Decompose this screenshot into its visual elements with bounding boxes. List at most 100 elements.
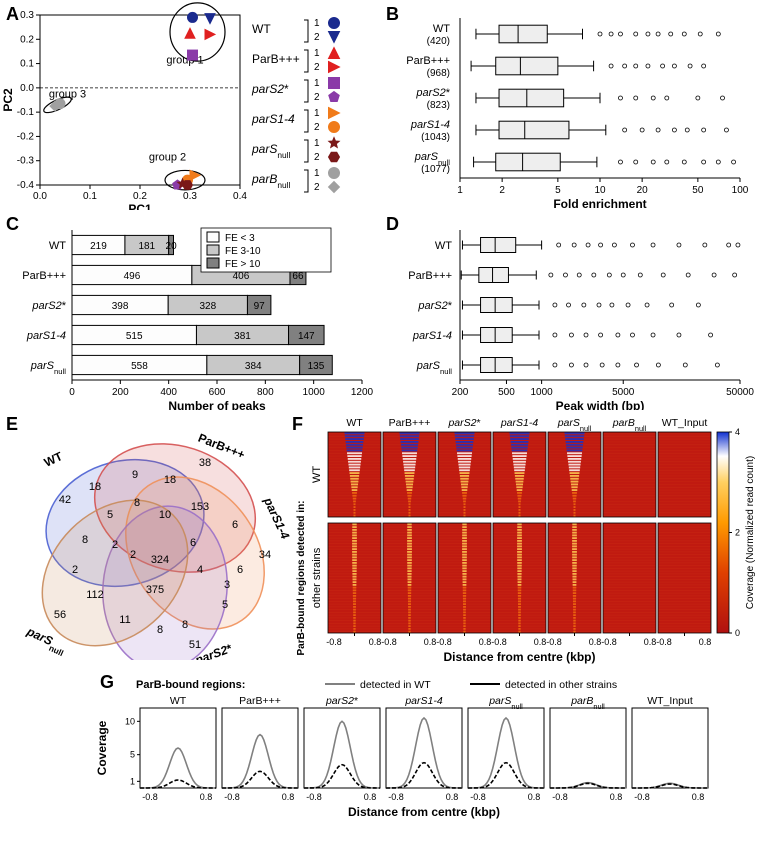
svg-text:parSnull: parSnull <box>557 417 592 433</box>
svg-text:6: 6 <box>232 519 238 531</box>
svg-text:Fold enrichment: Fold enrichment <box>553 197 646 210</box>
svg-text:0.3: 0.3 <box>183 191 197 202</box>
svg-text:38: 38 <box>199 457 211 469</box>
panel-b-label: B <box>386 4 399 24</box>
svg-text:34: 34 <box>259 549 271 561</box>
svg-text:other strains: other strains <box>311 547 323 608</box>
svg-text:parBnull: parBnull <box>251 172 291 190</box>
svg-text:200: 200 <box>112 387 129 398</box>
svg-text:-0.8: -0.8 <box>326 637 342 647</box>
svg-text:384: 384 <box>245 361 262 372</box>
svg-text:WT: WT <box>170 695 187 707</box>
svg-text:2: 2 <box>314 152 320 163</box>
panel-e-label: E <box>6 414 18 434</box>
svg-text:parS2*: parS2* <box>447 417 480 429</box>
panel-e: E 42383451561891815366358811112285810223… <box>0 410 290 660</box>
svg-text:181: 181 <box>138 241 155 252</box>
svg-text:4: 4 <box>197 564 203 576</box>
panel-a: A 0.00.10.20.30.4-0.4-0.3-0.2-0.10.00.10… <box>0 0 380 210</box>
svg-text:4: 4 <box>735 427 740 437</box>
svg-text:5: 5 <box>130 750 135 760</box>
svg-text:WT: WT <box>433 23 450 35</box>
svg-text:WT: WT <box>49 240 66 252</box>
svg-text:328: 328 <box>199 301 216 312</box>
svg-text:ParB-bound regions:: ParB-bound regions: <box>136 679 245 691</box>
svg-text:-0.8: -0.8 <box>546 637 562 647</box>
svg-text:parS1-4: parS1-4 <box>410 119 450 131</box>
svg-text:2: 2 <box>314 92 320 103</box>
svg-text:50000: 50000 <box>726 387 754 398</box>
svg-text:20: 20 <box>166 241 178 252</box>
svg-text:2: 2 <box>314 122 320 133</box>
svg-text:0: 0 <box>69 387 75 398</box>
svg-text:ParB+++: ParB+++ <box>408 270 452 282</box>
svg-text:18: 18 <box>164 474 176 486</box>
svg-text:558: 558 <box>131 361 148 372</box>
svg-text:135: 135 <box>308 361 325 372</box>
panel-d-label: D <box>386 214 399 234</box>
svg-text:Distance from centre (kbp): Distance from centre (kbp) <box>348 805 500 819</box>
panel-g-label: G <box>100 672 114 692</box>
svg-text:381: 381 <box>234 331 251 342</box>
svg-text:0.8: 0.8 <box>446 792 459 802</box>
svg-text:2: 2 <box>735 528 740 538</box>
svg-text:5000: 5000 <box>612 387 635 398</box>
svg-text:0.8: 0.8 <box>282 792 295 802</box>
svg-text:-0.8: -0.8 <box>470 792 486 802</box>
svg-text:WT: WT <box>346 417 363 429</box>
svg-text:0.2: 0.2 <box>20 34 34 45</box>
svg-text:1: 1 <box>130 776 135 786</box>
svg-text:1: 1 <box>314 18 320 29</box>
svg-text:0.8: 0.8 <box>534 637 547 647</box>
svg-text:0.8: 0.8 <box>528 792 541 802</box>
svg-text:66: 66 <box>292 271 304 282</box>
svg-text:8: 8 <box>82 534 88 546</box>
svg-text:10: 10 <box>159 509 171 521</box>
svg-text:800: 800 <box>257 387 274 398</box>
svg-text:0.8: 0.8 <box>369 637 382 647</box>
svg-text:Number of peaks: Number of peaks <box>168 399 266 410</box>
svg-text:FE 3-10: FE 3-10 <box>225 246 261 257</box>
svg-text:-0.8: -0.8 <box>491 637 507 647</box>
svg-text:-0.8: -0.8 <box>142 792 158 802</box>
svg-text:-0.8: -0.8 <box>224 792 240 802</box>
svg-text:-0.8: -0.8 <box>634 792 650 802</box>
svg-text:(1043): (1043) <box>421 132 450 143</box>
svg-text:2: 2 <box>130 549 136 561</box>
svg-text:group 3: group 3 <box>49 89 86 101</box>
svg-text:WT: WT <box>42 449 65 470</box>
svg-text:375: 375 <box>146 584 164 596</box>
svg-text:0.8: 0.8 <box>610 792 623 802</box>
svg-text:18: 18 <box>89 481 101 493</box>
svg-text:parS1-4: parS1-4 <box>251 112 295 126</box>
svg-text:(420): (420) <box>427 36 450 47</box>
svg-text:ParB+++: ParB+++ <box>252 52 300 66</box>
svg-text:11: 11 <box>119 614 130 626</box>
panel-d: D 2005001000500050000Peak width (bp)WTPa… <box>380 210 760 410</box>
panel-f: F WTParB+++parS2*parS1-4parSnullparBnull… <box>290 410 760 670</box>
svg-text:2: 2 <box>112 539 118 551</box>
svg-text:112: 112 <box>86 589 104 601</box>
svg-text:-0.4: -0.4 <box>17 180 35 191</box>
svg-text:2: 2 <box>499 185 505 196</box>
svg-text:WT: WT <box>435 240 452 252</box>
svg-text:496: 496 <box>124 271 141 282</box>
svg-text:600: 600 <box>209 387 226 398</box>
svg-text:0: 0 <box>735 628 740 638</box>
svg-text:0.8: 0.8 <box>699 637 712 647</box>
svg-text:-0.2: -0.2 <box>17 131 35 142</box>
svg-text:5: 5 <box>222 599 228 611</box>
svg-text:10: 10 <box>594 185 606 196</box>
svg-text:2: 2 <box>314 62 320 73</box>
panel-f-label: F <box>292 414 303 434</box>
svg-text:515: 515 <box>126 331 143 342</box>
svg-text:0.4: 0.4 <box>233 191 247 202</box>
svg-text:324: 324 <box>151 554 169 566</box>
svg-text:-0.8: -0.8 <box>601 637 617 647</box>
svg-text:9: 9 <box>132 469 138 481</box>
svg-text:0.1: 0.1 <box>20 59 34 70</box>
panel-g: G ParB-bound regions:detected in WTdetec… <box>0 670 760 850</box>
svg-text:parS1-4: parS1-4 <box>404 695 443 707</box>
svg-text:0.8: 0.8 <box>364 792 377 802</box>
svg-text:0.8: 0.8 <box>200 792 213 802</box>
